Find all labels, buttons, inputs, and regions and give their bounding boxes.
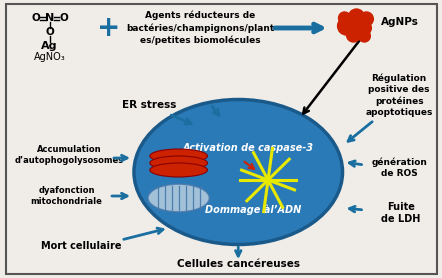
Text: Agents réducteurs de
bactéries/champignons/plant
es/petites biomolécules: Agents réducteurs de bactéries/champigno… [126, 11, 274, 45]
Circle shape [338, 17, 355, 35]
Text: +: + [97, 14, 121, 42]
Circle shape [359, 12, 373, 26]
Text: AgNPs: AgNPs [381, 17, 419, 27]
Ellipse shape [150, 156, 207, 170]
Circle shape [358, 30, 370, 42]
Ellipse shape [150, 149, 207, 163]
Text: ER stress: ER stress [122, 100, 176, 110]
Circle shape [358, 21, 371, 35]
Text: N: N [45, 13, 54, 23]
Circle shape [348, 9, 364, 25]
Circle shape [347, 28, 360, 42]
Text: AgNO₃: AgNO₃ [34, 52, 65, 62]
Circle shape [348, 16, 364, 32]
Text: O: O [45, 27, 54, 37]
Text: O: O [59, 13, 68, 23]
Circle shape [339, 12, 351, 24]
Ellipse shape [150, 163, 207, 177]
Ellipse shape [148, 184, 210, 212]
Text: Régulation
positive des
protéines
apoptotiques: Régulation positive des protéines apopto… [366, 73, 433, 117]
Text: Cellules cancéreuses: Cellules cancéreuses [177, 259, 300, 269]
Text: Accumulation
d’autophogolysosomes: Accumulation d’autophogolysosomes [15, 145, 124, 165]
Ellipse shape [134, 100, 343, 244]
Text: Dommage àl’ADN: Dommage àl’ADN [205, 205, 301, 215]
Text: Activation de caspase-3: Activation de caspase-3 [183, 143, 314, 153]
FancyBboxPatch shape [6, 4, 437, 274]
Text: O: O [31, 13, 40, 23]
Text: Mort cellulaire: Mort cellulaire [41, 241, 122, 251]
Text: Ag: Ag [41, 41, 58, 51]
Text: Fuite
de LDH: Fuite de LDH [381, 202, 421, 224]
Text: génération
de ROS: génération de ROS [371, 158, 427, 178]
Text: dyafonction
mitochondriale: dyafonction mitochondriale [30, 186, 103, 206]
